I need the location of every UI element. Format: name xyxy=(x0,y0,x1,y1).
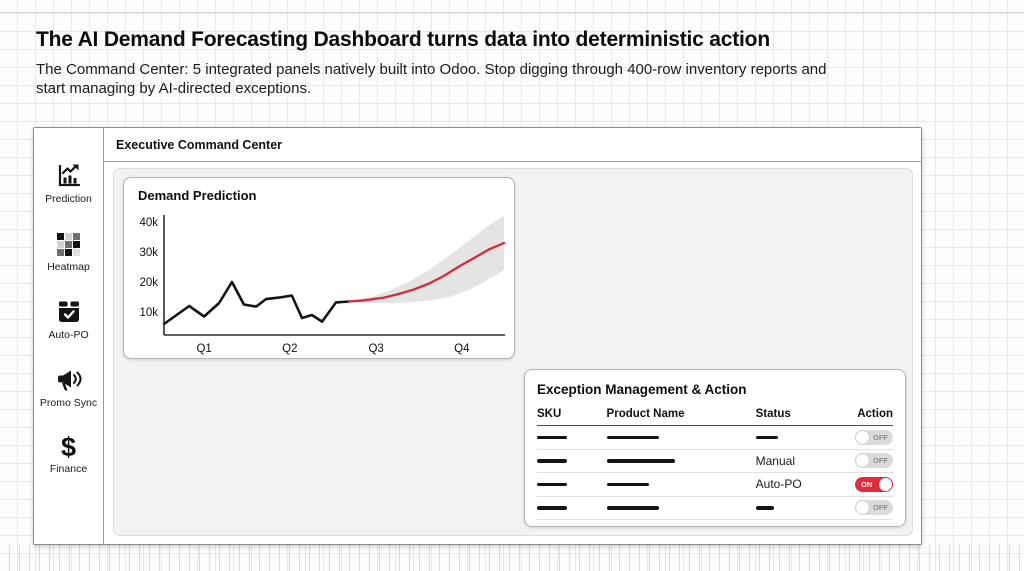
sidebar-item-heatmap[interactable]: Heatmap xyxy=(47,230,90,273)
toggle-knob xyxy=(879,477,892,491)
product-placeholder xyxy=(606,482,649,486)
product-placeholder xyxy=(606,506,659,510)
column-header-sku: SKU xyxy=(537,406,607,426)
svg-text:40k: 40k xyxy=(139,217,158,229)
column-header-product: Product Name xyxy=(606,406,756,426)
exception-panel-title: Exception Management & Action xyxy=(537,382,747,397)
action-toggle[interactable]: OFF xyxy=(855,429,893,445)
toggle-label: OFF xyxy=(873,456,888,466)
window-header-title: Executive Command Center xyxy=(104,128,921,162)
product-placeholder xyxy=(606,435,659,439)
sidebar-item-auto-po[interactable]: Auto-PO xyxy=(48,298,89,341)
sidebar-item-finance[interactable]: $ Finance xyxy=(49,432,88,476)
svg-text:Q4: Q4 xyxy=(454,343,470,355)
svg-text:Q3: Q3 xyxy=(368,343,383,355)
dollar-icon: $ xyxy=(60,432,76,462)
svg-text:30k: 30k xyxy=(139,247,158,259)
decorative-bottom-hatching xyxy=(0,545,1024,571)
table-row: OFF xyxy=(537,425,893,450)
svg-text:Q2: Q2 xyxy=(282,343,297,355)
sidebar-label: Finance xyxy=(49,463,88,475)
exception-table: SKU Product Name Status Action OFF xyxy=(537,406,893,520)
heatmap-grid-icon xyxy=(54,230,82,258)
action-toggle[interactable]: OFF xyxy=(855,453,893,469)
sidebar-item-promo-sync[interactable]: Promo Sync xyxy=(40,366,97,409)
svg-text:Q1: Q1 xyxy=(196,343,211,355)
box-check-icon xyxy=(55,298,83,326)
status-placeholder xyxy=(755,435,778,439)
toggle-knob xyxy=(856,430,869,444)
toggle-label: OFF xyxy=(873,503,888,513)
trend-chart-icon xyxy=(54,162,82,190)
sidebar-nav: Prediction Heatmap Auto-PO xyxy=(34,128,104,544)
action-toggle[interactable]: OFF xyxy=(855,500,893,516)
sidebar-label: Heatmap xyxy=(47,261,90,273)
main-area: Executive Command Center Demand Predicti… xyxy=(104,128,921,544)
sidebar-item-prediction[interactable]: Prediction xyxy=(45,162,92,205)
status-placeholder xyxy=(755,506,774,510)
demand-chart-svg: 40k 30k 20k 10k Q1 Q2 Q3 Q4 xyxy=(139,215,506,355)
action-toggle[interactable]: ON xyxy=(855,476,893,492)
demand-prediction-panel: Demand Prediction 40k 30k 20k 10k Q1 Q2 Q3 Q4 xyxy=(123,177,515,359)
svg-text:20k: 20k xyxy=(139,277,158,289)
page-title: The AI Demand Forecasting Dashboard turn… xyxy=(36,28,770,51)
table-row: OFF xyxy=(537,496,893,520)
toggle-knob xyxy=(856,501,869,515)
sidebar-label: Promo Sync xyxy=(39,397,98,409)
sidebar-label: Auto-PO xyxy=(48,329,89,341)
status-value: Auto-PO xyxy=(755,477,802,492)
chart-title: Demand Prediction xyxy=(138,188,257,203)
column-header-action: Action xyxy=(850,406,893,426)
sku-placeholder xyxy=(537,459,567,463)
svg-text:10k: 10k xyxy=(139,307,158,319)
sidebar-label: Prediction xyxy=(45,193,92,205)
table-row: Auto-PO ON xyxy=(537,472,893,497)
decorative-top-rule xyxy=(0,12,1024,13)
toggle-label: OFF xyxy=(873,432,888,442)
toggle-label: ON xyxy=(861,479,873,489)
page-subtitle: The Command Center: 5 integrated panels … xyxy=(36,61,827,97)
status-value: Manual xyxy=(755,453,795,468)
column-header-status: Status xyxy=(755,406,851,426)
megaphone-icon xyxy=(54,366,84,394)
sku-placeholder xyxy=(537,506,567,510)
sku-placeholder xyxy=(537,435,567,439)
table-row: Manual OFF xyxy=(537,449,893,473)
sku-placeholder xyxy=(537,482,567,486)
dashboard-window: Prediction Heatmap Auto-PO xyxy=(33,127,922,545)
product-placeholder xyxy=(606,459,675,463)
exception-management-panel: Exception Management & Action SKU Produc… xyxy=(524,369,906,527)
dashboard-content: Demand Prediction 40k 30k 20k 10k Q1 Q2 Q3 Q4 E… xyxy=(113,168,913,536)
toggle-knob xyxy=(856,454,869,468)
